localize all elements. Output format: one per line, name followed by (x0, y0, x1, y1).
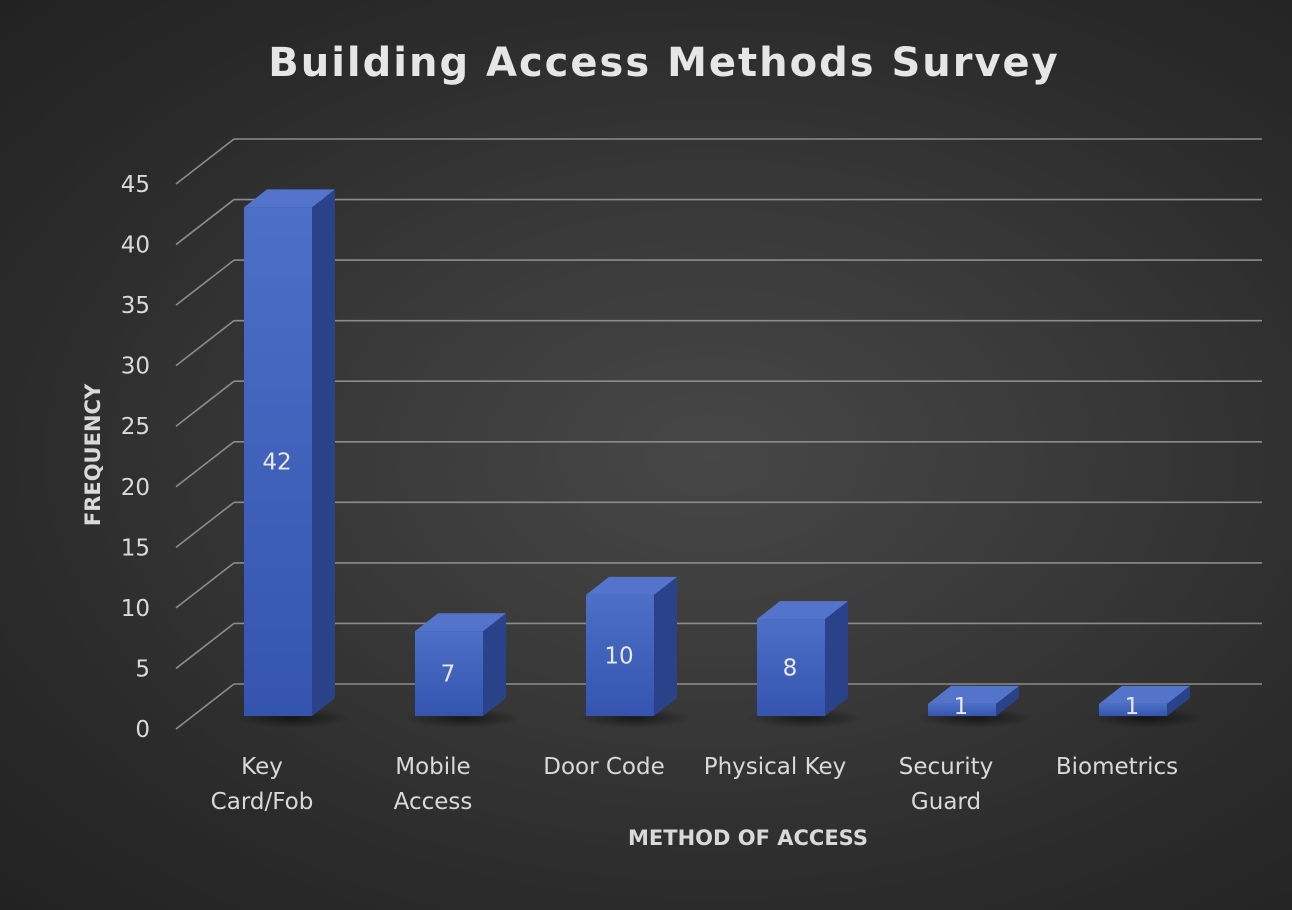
gridline (175, 319, 1262, 367)
bar (1089, 685, 1205, 728)
bar (747, 601, 863, 728)
bar (405, 613, 521, 728)
data-label: 7 (441, 662, 456, 688)
bars: 42 7 10 8 1 1 (234, 189, 1205, 728)
data-label: 10 (604, 643, 633, 669)
gridline (175, 440, 1262, 488)
y-tick-label: 10 (121, 596, 150, 622)
data-label: 1 (954, 694, 969, 720)
gridlines (175, 138, 1262, 730)
bar (576, 576, 692, 728)
chart-title: Building Access Methods Survey (268, 40, 1059, 86)
y-tick-label: 45 (121, 172, 150, 198)
x-category-label: Mobile Access (394, 754, 473, 815)
y-tick-label: 0 (135, 717, 150, 743)
x-axis-title: METHOD OF ACCESS (628, 826, 868, 850)
gridline (175, 622, 1262, 670)
data-label: 42 (262, 450, 291, 476)
data-label: 1 (1125, 694, 1140, 720)
gridline (175, 259, 1262, 306)
y-tick-label: 30 (121, 354, 150, 380)
gridline (175, 138, 1262, 185)
y-axis-title: FREQUENCY (81, 383, 105, 526)
gridline (175, 380, 1262, 427)
y-tick-label: 40 (121, 233, 150, 259)
x-category-label: Key Card/Fob (211, 754, 314, 815)
x-category-label: Door Code (543, 754, 665, 780)
y-tick-label: 35 (121, 293, 150, 319)
x-category-label: Biometrics (1056, 754, 1178, 780)
bar (234, 189, 350, 728)
bar (918, 685, 1034, 728)
y-tick-label: 20 (121, 475, 150, 501)
gridline (175, 683, 1262, 730)
x-category-label: Security Guard (899, 754, 993, 815)
gridline (175, 562, 1262, 609)
y-tick-label: 15 (121, 535, 150, 561)
x-category-label: Physical Key (704, 754, 847, 780)
y-tick-label: 25 (121, 414, 150, 440)
data-label: 8 (783, 656, 798, 682)
gridline (175, 198, 1262, 246)
y-axis-ticks: 0 5 10 15 20 25 30 35 40 45 (121, 172, 150, 743)
y-tick-label: 5 (135, 656, 150, 682)
gridline (175, 501, 1262, 548)
x-axis-categories: Key Card/Fob Mobile Access Door Code Physical… (211, 754, 1178, 815)
